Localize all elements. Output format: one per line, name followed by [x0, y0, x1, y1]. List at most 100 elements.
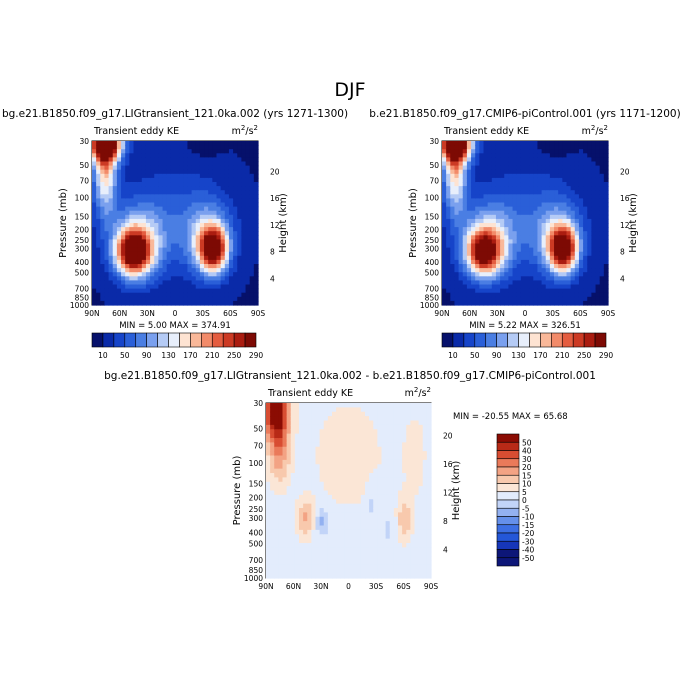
heatmap-cell: [360, 420, 366, 426]
heatmap-cell: [541, 247, 547, 253]
heatmap-cell: [125, 239, 130, 245]
heatmap-cell: [282, 573, 288, 579]
heatmap-cell: [170, 280, 176, 286]
heatmap-cell: [340, 481, 345, 487]
heatmap-cell: [591, 218, 597, 224]
heatmap-cell: [191, 169, 197, 175]
heatmap-cell: [141, 292, 147, 298]
heatmap-cell: [183, 173, 189, 179]
heatmap-cell: [307, 547, 312, 553]
heatmap-cell: [96, 272, 101, 277]
heatmap-cell: [520, 198, 526, 204]
heatmap-cell: [233, 247, 238, 253]
heatmap-cell: [319, 416, 325, 422]
heatmap-cell: [294, 481, 300, 487]
heatmap-cell: [377, 556, 383, 562]
heatmap-cell: [116, 177, 122, 183]
heatmap-cell: [125, 161, 130, 167]
heatmap-cell: [319, 451, 325, 457]
heatmap-cell: [475, 284, 480, 290]
heatmap-cell: [332, 455, 337, 461]
heatmap-cell: [249, 145, 255, 150]
heatmap-cell: [129, 280, 135, 286]
heatmap-cell: [199, 214, 205, 220]
heatmap-cell: [141, 173, 147, 179]
heatmap-cell: [307, 477, 312, 483]
heatmap-cell: [344, 442, 350, 448]
heatmap-cell: [446, 218, 451, 224]
heatmap-cell: [299, 525, 304, 531]
heatmap-cell: [537, 292, 543, 298]
heatmap-cell: [212, 153, 218, 158]
heatmap-cell: [332, 403, 337, 408]
heatmap-cell: [137, 145, 143, 150]
heatmap-cell: [450, 186, 456, 191]
heatmap-cell: [520, 243, 526, 249]
heatmap-cell: [270, 529, 275, 535]
heatmap-cell: [290, 503, 296, 509]
heatmap-cell: [578, 259, 584, 265]
heatmap-cell: [504, 182, 509, 187]
heatmap-cell: [450, 214, 456, 220]
heatmap-cell: [520, 235, 526, 240]
heatmap-cell: [393, 494, 399, 500]
heatmap-cell: [175, 276, 180, 281]
heatmap-cell: [508, 157, 514, 163]
heatmap-cell: [125, 190, 130, 195]
y-tick-label: 400: [425, 258, 440, 267]
heatmap-cell: [373, 508, 378, 513]
heatmap-cell: [327, 534, 333, 540]
heatmap-cell: [336, 464, 341, 470]
heatmap-cell: [410, 481, 416, 487]
heatmap-cell: [525, 218, 530, 224]
heatmap-cell: [307, 451, 312, 457]
heatmap-cell: [454, 149, 460, 154]
heatmap-cell: [108, 165, 114, 171]
heatmap-cell: [150, 190, 155, 195]
heatmap-cell: [311, 564, 317, 570]
heatmap-cell: [385, 534, 391, 540]
heatmap-cell: [365, 438, 370, 443]
heatmap-cell: [191, 227, 197, 232]
heatmap-cell: [166, 247, 172, 253]
heatmap-cell: [365, 512, 370, 518]
heatmap-cell: [92, 235, 97, 240]
heatmap-cell: [282, 442, 288, 448]
heatmap-cell: [529, 300, 534, 306]
heatmap-cell: [282, 473, 288, 478]
heatmap-cell: [450, 231, 456, 236]
heatmap-cell: [500, 284, 505, 290]
heatmap-cell: [195, 194, 201, 199]
heatmap-cell: [150, 173, 155, 179]
heatmap-cell: [458, 259, 464, 265]
heatmap-cell: [150, 272, 155, 277]
heatmap-cell: [369, 556, 374, 562]
heatmap-cell: [558, 198, 563, 204]
heatmap-cell: [100, 259, 106, 265]
heatmap-cell: [220, 276, 226, 281]
heatmap-cell: [512, 264, 518, 269]
heatmap-cell: [208, 227, 213, 232]
heatmap-cell: [369, 573, 374, 579]
heatmap-cell: [549, 190, 555, 195]
heatmap-cell: [504, 149, 509, 154]
heatmap-cell: [369, 508, 374, 513]
heatmap-cell: [466, 292, 472, 298]
heatmap-cell: [245, 210, 251, 216]
heatmap-cell: [491, 198, 497, 204]
heatmap-cell: [410, 455, 416, 461]
heatmap-cell: [512, 186, 518, 191]
heatmap-cell: [191, 177, 197, 183]
heatmap-cell: [158, 288, 164, 294]
heatmap-cell: [129, 276, 135, 281]
heatmap-cell: [141, 300, 147, 306]
heatmap-cell: [410, 564, 416, 570]
colorbar-swatch: [496, 433, 520, 443]
heatmap-cell: [491, 165, 497, 171]
heatmap-cell: [566, 141, 572, 146]
heatmap-cell: [500, 149, 505, 154]
heatmap-cell: [508, 280, 514, 286]
heatmap-cell: [286, 538, 292, 544]
heatmap-cell: [195, 202, 201, 208]
heatmap-cell: [402, 516, 407, 522]
